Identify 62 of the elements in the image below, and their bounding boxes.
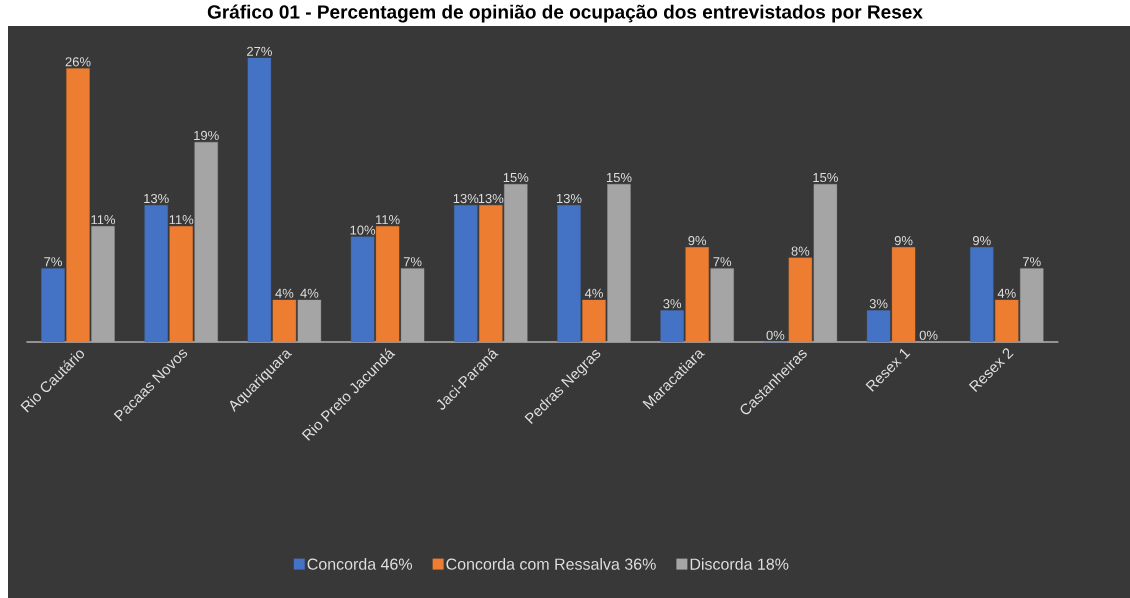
data-label: 0% xyxy=(766,330,785,340)
bar xyxy=(995,299,1019,343)
bar xyxy=(375,226,400,343)
data-label: 13% xyxy=(556,193,582,204)
bar xyxy=(1020,268,1044,343)
bar xyxy=(970,247,994,343)
data-label: 3% xyxy=(663,299,682,309)
bar xyxy=(607,184,631,343)
bar xyxy=(866,310,891,343)
data-label: 11% xyxy=(91,215,116,225)
bar xyxy=(91,226,115,343)
data-label: 4% xyxy=(300,288,319,298)
data-label: 7% xyxy=(713,257,732,267)
data-label: 11% xyxy=(169,215,194,225)
bar xyxy=(247,57,272,343)
bar xyxy=(169,226,193,343)
bar xyxy=(582,299,606,343)
data-label: 13% xyxy=(453,193,479,204)
data-label: 26% xyxy=(65,57,91,67)
data-label: 19% xyxy=(194,130,219,141)
data-label: 4% xyxy=(997,288,1016,298)
data-label: 7% xyxy=(1023,257,1041,267)
data-label: 15% xyxy=(606,172,632,183)
legend-label: Discorda 18% xyxy=(690,558,789,570)
bar xyxy=(144,205,168,343)
legend-label: Concorda 46% xyxy=(307,558,413,570)
bar xyxy=(297,299,322,343)
data-label: 15% xyxy=(503,172,529,183)
data-label: 8% xyxy=(791,246,810,256)
data-label: 0% xyxy=(919,330,938,340)
data-label: 9% xyxy=(972,236,991,246)
data-label: 4% xyxy=(275,288,294,298)
data-label: 10% xyxy=(350,225,376,235)
data-label: 3% xyxy=(869,299,888,309)
data-label: 7% xyxy=(403,257,422,267)
bar xyxy=(685,247,709,343)
legend-label: Concorda com Ressalva 36% xyxy=(446,558,656,570)
bar xyxy=(400,268,425,343)
data-label: 13% xyxy=(144,193,169,204)
data-label: 9% xyxy=(894,236,913,246)
bar xyxy=(557,205,581,343)
bar xyxy=(194,142,218,343)
bar xyxy=(479,205,503,343)
data-label: 4% xyxy=(584,288,603,298)
bar xyxy=(41,268,65,343)
bar xyxy=(788,257,813,343)
data-label: 11% xyxy=(376,215,400,225)
chart-title: Gráfico 01 - Percentagem de opinião de ocupação dos entrevistados por Resex xyxy=(207,4,923,23)
bar xyxy=(350,236,375,343)
bar xyxy=(504,184,528,343)
bar xyxy=(66,68,90,343)
data-label: 15% xyxy=(813,172,838,183)
bar xyxy=(660,310,684,343)
bar xyxy=(272,299,297,343)
data-label: 13% xyxy=(478,193,504,204)
bar xyxy=(813,184,838,343)
data-label: 7% xyxy=(44,257,62,267)
bar xyxy=(454,205,478,343)
bar xyxy=(891,247,916,343)
bar xyxy=(710,268,734,343)
data-label: 9% xyxy=(688,236,707,246)
data-label: 27% xyxy=(247,46,272,56)
